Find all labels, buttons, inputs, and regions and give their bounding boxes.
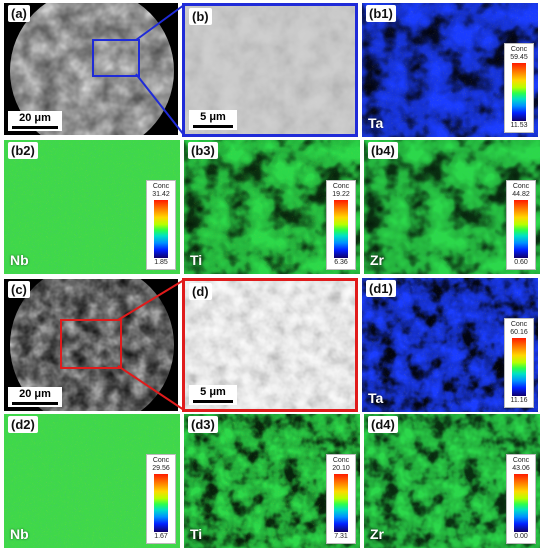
legend-max: 60.16 xyxy=(510,329,528,336)
legend-title: Conc xyxy=(332,457,350,464)
panel-label: (d4) xyxy=(368,416,398,433)
panel-b-sem-zoom: (b) 5 μm xyxy=(182,3,358,137)
panel-label: (b) xyxy=(189,8,212,25)
panel-label: (a) xyxy=(8,5,30,22)
legend-title: Conc xyxy=(510,46,528,53)
legend-max: 59.45 xyxy=(510,54,528,61)
panel-label: (d2) xyxy=(8,416,38,433)
legend-title: Conc xyxy=(332,183,350,190)
panel-label: (d1) xyxy=(366,280,396,297)
concentration-legend: Conc 59.45 11.53 xyxy=(504,43,534,133)
scale-bar-label: 5 μm xyxy=(200,111,226,123)
element-label: Nb xyxy=(10,252,29,268)
legend-min: 0.00 xyxy=(514,533,528,540)
legend-colorbar xyxy=(514,474,528,532)
legend-colorbar xyxy=(514,200,528,258)
panel-b1-ta-map: (b1) Ta Conc 59.45 11.53 xyxy=(362,3,538,137)
concentration-legend: Conc 20.10 7.31 xyxy=(326,454,356,544)
panel-d2-nb-map: (d2) Nb Conc 29.56 1.67 xyxy=(4,414,180,548)
legend-colorbar xyxy=(154,200,168,258)
legend-title: Conc xyxy=(512,457,530,464)
legend-max: 20.10 xyxy=(332,465,350,472)
legend-colorbar xyxy=(154,474,168,532)
legend-title: Conc xyxy=(152,457,170,464)
scale-bar: 20 μm xyxy=(8,387,62,407)
panel-b4-zr-map: (b4) Zr Conc 44.82 0.60 xyxy=(364,140,540,274)
concentration-legend: Conc 31.42 1.85 xyxy=(146,180,176,270)
element-label: Ta xyxy=(368,390,384,406)
panel-b2-nb-map: (b2) Nb Conc 31.42 1.85 xyxy=(4,140,180,274)
legend-colorbar xyxy=(334,474,348,532)
legend-min: 11.53 xyxy=(510,122,528,129)
legend-colorbar xyxy=(512,338,526,396)
panel-d-sem-zoom: (d) 5 μm xyxy=(182,278,358,412)
legend-title: Conc xyxy=(152,183,170,190)
legend-min: 1.85 xyxy=(154,259,168,266)
element-label: Ti xyxy=(190,252,203,268)
panel-label: (c) xyxy=(8,281,30,298)
scale-bar-label: 20 μm xyxy=(19,112,51,124)
legend-max: 29.56 xyxy=(152,465,170,472)
legend-min: 1.67 xyxy=(154,533,168,540)
element-label: Ti xyxy=(190,526,203,542)
legend-colorbar xyxy=(334,200,348,258)
panel-label: (b4) xyxy=(368,142,398,159)
concentration-legend: Conc 60.16 11.16 xyxy=(504,318,534,408)
element-label: Zr xyxy=(370,526,384,542)
concentration-legend: Conc 44.82 0.60 xyxy=(506,180,536,270)
concentration-legend: Conc 29.56 1.67 xyxy=(146,454,176,544)
panel-label: (d) xyxy=(189,283,212,300)
panel-label: (b3) xyxy=(188,142,218,159)
element-label: Ta xyxy=(368,115,384,131)
legend-max: 19.22 xyxy=(332,191,350,198)
inset-box-blue xyxy=(92,39,140,77)
legend-title: Conc xyxy=(512,183,530,190)
inset-box-red xyxy=(60,319,122,369)
panel-d4-zr-map: (d4) Zr Conc 43.06 0.00 xyxy=(364,414,540,548)
legend-min: 6.36 xyxy=(334,259,348,266)
legend-max: 43.06 xyxy=(512,465,530,472)
scale-bar-label: 20 μm xyxy=(19,388,51,400)
scale-bar-label: 5 μm xyxy=(200,386,226,398)
legend-min: 7.31 xyxy=(334,533,348,540)
legend-min: 0.60 xyxy=(514,259,528,266)
legend-max: 31.42 xyxy=(152,191,170,198)
legend-colorbar xyxy=(512,63,526,121)
panel-a-sem-overview: (a) 20 μm xyxy=(4,3,178,135)
scale-bar: 5 μm xyxy=(189,385,237,405)
legend-title: Conc xyxy=(510,321,528,328)
concentration-legend: Conc 43.06 0.00 xyxy=(506,454,536,544)
scale-bar: 5 μm xyxy=(189,110,237,130)
panel-c-sem-overview: (c) 20 μm xyxy=(4,279,178,411)
panel-d1-ta-map: (d1) Ta Conc 60.16 11.16 xyxy=(362,278,538,412)
panel-b3-ti-map: (b3) Ti Conc 19.22 6.36 xyxy=(184,140,360,274)
legend-max: 44.82 xyxy=(512,191,530,198)
panel-label: (d3) xyxy=(188,416,218,433)
element-label: Nb xyxy=(10,526,29,542)
panel-label: (b1) xyxy=(366,5,396,22)
panel-label: (b2) xyxy=(8,142,38,159)
concentration-legend: Conc 19.22 6.36 xyxy=(326,180,356,270)
element-label: Zr xyxy=(370,252,384,268)
panel-d3-ti-map: (d3) Ti Conc 20.10 7.31 xyxy=(184,414,360,548)
legend-min: 11.16 xyxy=(510,397,528,404)
scale-bar: 20 μm xyxy=(8,111,62,131)
